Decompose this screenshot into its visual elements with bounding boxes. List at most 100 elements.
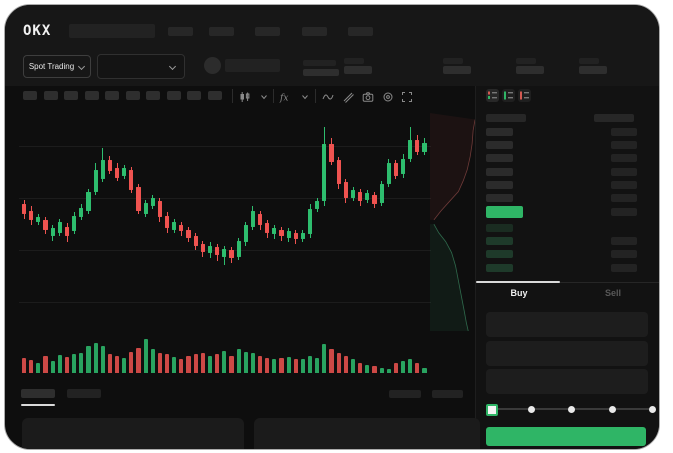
timeframe-button-5[interactable]	[105, 91, 119, 100]
candle-38	[286, 231, 291, 238]
bottom-tab-orders[interactable]	[21, 389, 55, 398]
order-input-2[interactable]	[486, 341, 648, 366]
book-both-sides-icon[interactable]	[486, 89, 499, 102]
candle-56	[415, 139, 420, 153]
slider-handle[interactable]	[486, 404, 498, 416]
candle-12	[100, 160, 105, 180]
book-asks-only-icon[interactable]	[518, 89, 531, 102]
ask-row-3-price-placeholder[interactable]	[486, 154, 513, 163]
gridline-2	[19, 198, 431, 199]
ask-row-1-amount-placeholder	[611, 128, 637, 136]
volume-bar-1	[22, 357, 27, 373]
timeframe-button-6[interactable]	[125, 91, 140, 100]
bid-row-3-price-placeholder[interactable]	[486, 250, 513, 259]
volume-bar-10	[86, 346, 91, 373]
orderbook-amount-column-header	[594, 114, 634, 122]
candlestick-chart[interactable]	[21, 116, 427, 274]
header-search-placeholder[interactable]	[69, 24, 155, 38]
chevron-down-icon[interactable]	[298, 90, 311, 103]
bid-row-4-price-placeholder[interactable]	[486, 263, 513, 272]
slider-stop-2[interactable]	[527, 405, 535, 413]
pair-coin-avatar[interactable]	[204, 57, 221, 74]
last-price-bar[interactable]	[486, 206, 523, 218]
volume-bar-9	[79, 352, 84, 373]
nav-item-1[interactable]	[168, 27, 193, 36]
buy-submit-button[interactable]	[486, 427, 646, 446]
timeframe-button-2[interactable]	[43, 91, 58, 100]
stat-1-value-placeholder	[303, 69, 339, 76]
nav-item-2[interactable]	[209, 27, 234, 36]
volume-bar-45	[336, 352, 341, 373]
stat-4-label-placeholder	[516, 58, 536, 64]
order-input-3[interactable]	[486, 369, 648, 394]
timeframe-button-4[interactable]	[84, 91, 99, 100]
ask-row-2-price-placeholder[interactable]	[486, 141, 513, 150]
bottom-action-placeholder-1[interactable]	[389, 390, 421, 398]
nav-item-5[interactable]	[348, 27, 373, 36]
timeframe-button-9[interactable]	[187, 91, 201, 100]
candle-27	[207, 245, 213, 254]
compare-line-icon[interactable]	[321, 90, 334, 103]
volume-bar-21	[165, 354, 170, 373]
timeframe-button-10[interactable]	[207, 91, 222, 100]
volume-bar-12	[100, 345, 105, 373]
toolbar-divider	[273, 89, 274, 103]
candle-8	[72, 215, 77, 232]
ask-row-2-amount-placeholder	[611, 141, 637, 150]
volume-bar-34	[257, 356, 263, 373]
order-history-panel	[254, 418, 480, 449]
svg-text:fx: fx	[279, 93, 288, 103]
order-input-1[interactable]	[486, 312, 648, 337]
chart-type-candles-icon[interactable]	[238, 90, 251, 103]
candle-23	[179, 225, 184, 232]
bid-row-2-price-placeholder[interactable]	[486, 237, 513, 246]
ask-row-1-price-placeholder[interactable]	[486, 128, 513, 136]
candle-17	[136, 187, 141, 211]
candle-16	[129, 169, 134, 191]
pair-selector-dropdown[interactable]	[97, 54, 185, 79]
timeframe-button-8[interactable]	[166, 91, 181, 100]
bid-row-1-price-placeholder[interactable]	[486, 224, 513, 232]
okx-logo[interactable]: OKX	[23, 23, 52, 39]
volume-bar-32	[243, 351, 248, 373]
camera-snapshot-icon[interactable]	[361, 90, 374, 103]
volume-bar-54	[400, 361, 406, 373]
volume-bar-20	[157, 352, 163, 373]
active-tab-indicator	[476, 281, 560, 283]
nav-item-3[interactable]	[255, 27, 280, 36]
candle-32	[243, 225, 248, 243]
gridline-4	[19, 302, 431, 303]
candle-46	[343, 182, 348, 199]
chevron-down-icon[interactable]	[257, 90, 270, 103]
nav-item-4[interactable]	[302, 27, 327, 36]
ask-row-4-price-placeholder[interactable]	[486, 167, 513, 176]
chevron-down-icon	[78, 63, 85, 70]
candle-42	[315, 201, 320, 210]
bottom-action-placeholder-2[interactable]	[432, 390, 463, 398]
volume-bar-38	[286, 356, 291, 373]
ask-row-6-price-placeholder[interactable]	[486, 194, 513, 202]
slider-stop-3[interactable]	[568, 405, 575, 413]
ask-row-5-price-placeholder[interactable]	[486, 180, 513, 189]
indicators-fx-icon[interactable]: fx	[279, 90, 292, 103]
volume-bar-52	[386, 368, 391, 373]
timeframe-button-3[interactable]	[64, 91, 78, 100]
fullscreen-icon[interactable]	[400, 90, 413, 103]
bottom-tab-history[interactable]	[67, 389, 101, 398]
slider-stop-5[interactable]	[649, 405, 656, 413]
candle-11	[93, 169, 98, 192]
candle-49	[365, 193, 370, 200]
tab-sell[interactable]: Sell	[604, 288, 621, 298]
draw-tools-icon[interactable]	[341, 90, 354, 103]
market-type-dropdown[interactable]: Spot Trading	[23, 55, 91, 78]
tab-buy[interactable]: Buy	[510, 288, 528, 298]
stat-5-value-placeholder	[579, 66, 607, 74]
volume-bar-22	[172, 356, 177, 373]
settings-gear-icon[interactable]	[381, 90, 394, 103]
timeframe-button-7[interactable]	[146, 91, 160, 100]
slider-stop-4[interactable]	[608, 405, 616, 413]
timeframe-button-1[interactable]	[23, 91, 37, 100]
candle-57	[422, 142, 427, 153]
book-bids-only-icon[interactable]	[502, 89, 515, 102]
candle-35	[265, 223, 270, 233]
